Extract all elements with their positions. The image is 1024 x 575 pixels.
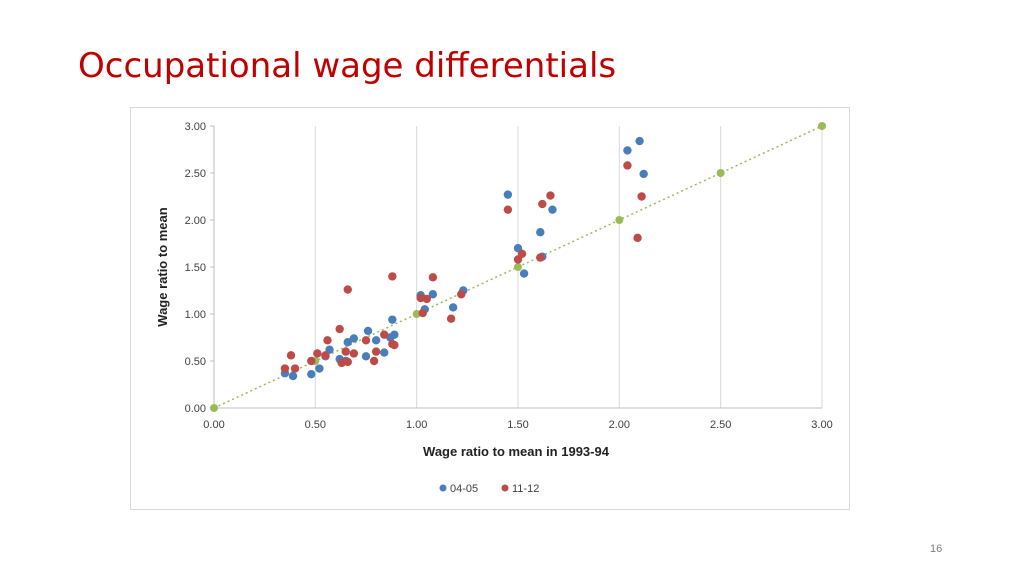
data-point-11-12 [369,356,379,366]
data-point-04-05 [307,369,316,379]
y-tick-label: 2.00 [185,215,206,227]
data-point-11-12 [388,272,397,281]
data-points [280,136,648,381]
data-point-04-05 [361,352,371,361]
x-tick-label: 0.00 [203,419,224,431]
data-point-11-12 [538,199,547,209]
data-point-04-05 [623,146,632,155]
data-point-11-12 [380,330,389,339]
reference-point [412,310,421,318]
x-tick-label: 1.50 [507,419,528,431]
data-point-11-12 [341,347,350,356]
data-point-11-12 [335,324,344,334]
data-point-11-12 [546,191,555,200]
data-point-04-05 [503,190,513,199]
reference-point [716,169,725,177]
scatter-chart: 0.00 0.50 1.00 1.50 2.00 2.50 3.00 0.00 0.50 1.00… [155,121,833,495]
data-point-11-12 [349,349,359,358]
x-tick-label: 1.00 [406,419,427,431]
data-point-11-12 [637,192,646,201]
y-tick-label: 3.00 [185,121,206,133]
legend-label-04-05: 04-05 [450,483,478,495]
data-point-11-12 [286,351,296,360]
data-point-04-05 [388,315,397,324]
chart-container: 0.00 0.50 1.00 1.50 2.00 2.50 3.00 0.00 0.50 1.00… [130,107,850,510]
data-point-11-12 [428,273,438,282]
data-point-04-05 [635,136,644,146]
data-point-11-12 [323,336,332,345]
data-point-04-05 [639,169,648,179]
data-point-11-12 [371,347,381,356]
y-tick-label: 1.00 [185,309,206,321]
data-point-11-12 [418,308,427,318]
gridlines [314,126,823,408]
y-tick-label: 1.50 [185,262,206,274]
data-point-04-05 [371,336,381,345]
data-point-04-05 [519,269,529,278]
data-point-11-12 [290,364,300,373]
data-point-04-05 [448,303,458,312]
x-tick-label: 3.00 [811,419,832,431]
data-point-04-05 [315,364,324,373]
reference-point [210,404,218,412]
x-tick-label: 2.50 [710,419,731,431]
data-point-11-12 [321,351,330,360]
y-tick-label: 0.50 [185,356,206,368]
x-tick-label: 0.50 [305,419,326,431]
axes: 0.00 0.50 1.00 1.50 2.00 2.50 3.00 0.00 0.50 1.00… [185,121,833,431]
legend: 04-05 11-12 [439,483,539,495]
y-tick-label: 0.00 [185,403,206,415]
data-point-04-05 [343,338,352,347]
data-point-11-12 [361,336,371,345]
data-point-04-05 [363,326,373,336]
data-point-11-12 [517,249,527,259]
data-point-11-12 [280,364,290,373]
legend-label-11-12: 11-12 [512,483,539,495]
data-point-04-05 [380,348,389,357]
y-tick-label: 2.50 [185,168,206,180]
reference-point [818,122,826,130]
reference-point [615,216,624,224]
page-number: 16 [930,543,943,555]
data-point-11-12 [343,285,352,294]
legend-marker-04-05 [439,484,447,492]
data-point-11-12 [307,356,316,366]
x-tick-label: 2.00 [609,419,630,431]
x-axis-title: Wage ratio to mean in 1993-94 [423,444,610,459]
data-point-11-12 [422,294,431,304]
data-point-11-12 [633,233,642,243]
data-point-11-12 [457,290,466,299]
slide-title: Occupational wage differentials [78,46,617,86]
y-axis-title: Wage ratio to mean [155,207,170,326]
data-point-04-05 [288,371,298,381]
data-point-04-05 [428,290,438,299]
data-point-11-12 [390,340,399,350]
data-point-11-12 [446,314,456,323]
data-point-04-05 [349,334,359,343]
data-point-11-12 [536,253,545,262]
data-point-04-05 [536,228,545,237]
data-point-11-12 [313,349,322,358]
data-point-11-12 [503,205,513,214]
data-point-04-05 [390,330,399,339]
data-point-11-12 [623,161,632,170]
data-point-04-05 [548,205,557,214]
legend-marker-11-12 [501,484,509,492]
data-point-11-12 [343,357,352,367]
reference-point [514,263,522,271]
